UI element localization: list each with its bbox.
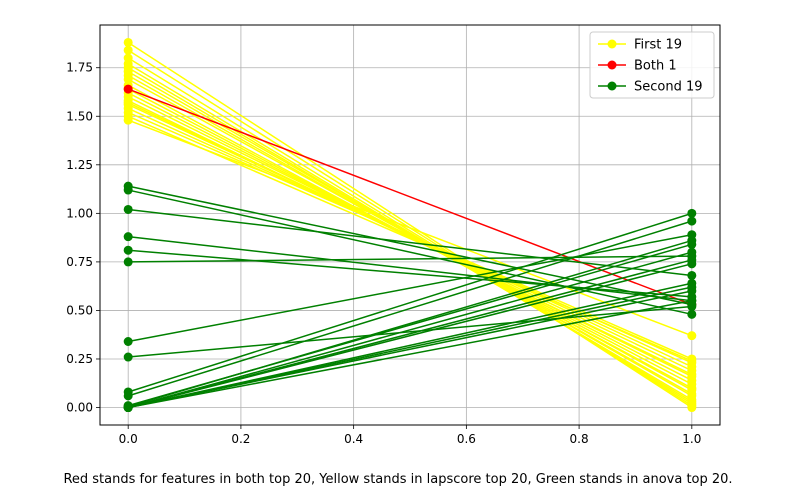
data-point xyxy=(687,356,697,366)
series-line xyxy=(128,185,692,306)
data-point xyxy=(687,309,697,319)
y-tick-label: 1.00 xyxy=(66,206,93,220)
legend-label: Both 1 xyxy=(634,59,677,74)
data-point xyxy=(123,84,133,94)
data-point xyxy=(687,296,697,306)
series-line xyxy=(128,189,692,316)
plot-frame xyxy=(99,24,721,426)
y-tick-label: 1.75 xyxy=(66,61,93,75)
data-point xyxy=(123,257,133,267)
series-line xyxy=(128,235,692,302)
data-point xyxy=(123,352,133,362)
series-line xyxy=(127,239,693,408)
data-point xyxy=(687,286,697,296)
x-tick-label: 0.4 xyxy=(344,432,363,446)
data-point xyxy=(687,216,697,226)
y-tick-label: 0.75 xyxy=(66,255,93,269)
series-line xyxy=(127,111,693,360)
series-line xyxy=(128,290,692,409)
data-point xyxy=(123,245,133,255)
y-tick-label: 0.00 xyxy=(66,401,93,415)
data-series xyxy=(123,37,697,413)
data-point xyxy=(123,45,133,55)
series-line xyxy=(127,251,693,409)
legend-box xyxy=(589,31,715,99)
legend-marker xyxy=(607,81,617,91)
series-line xyxy=(128,208,692,277)
data-point xyxy=(687,331,697,341)
data-point xyxy=(687,236,697,246)
series-second-19 xyxy=(123,181,697,413)
series-line xyxy=(128,233,692,343)
series-line xyxy=(127,119,693,337)
legend-marker xyxy=(607,39,617,49)
legend-label: Second 19 xyxy=(634,80,703,95)
series-line xyxy=(128,255,692,263)
series-line xyxy=(127,100,693,376)
series-line xyxy=(127,88,693,306)
series-line xyxy=(127,63,693,403)
series-line xyxy=(128,305,692,358)
series-line xyxy=(127,263,693,409)
data-point xyxy=(123,391,133,401)
data-point xyxy=(123,37,133,47)
y-tick-label: 0.50 xyxy=(66,303,93,317)
line-chart: 0.0 0.2 0.4 0.6 0.8 1.0 0.00 0.25 0.50 0.75 1.00 1.… xyxy=(66,24,721,446)
legend: First 19 Both 1 Second 19 xyxy=(589,31,715,99)
legend-label: First 19 xyxy=(634,38,682,53)
data-point xyxy=(123,232,133,242)
series-line xyxy=(127,220,693,397)
axes: 0.0 0.2 0.4 0.6 0.8 1.0 0.00 0.25 0.50 0.75 1.00 1.… xyxy=(66,24,721,446)
series-line xyxy=(127,101,693,372)
y-tick-label: 1.50 xyxy=(66,109,93,123)
data-point xyxy=(687,208,697,218)
data-point xyxy=(123,337,133,347)
legend-marker xyxy=(607,60,617,70)
series-line xyxy=(128,299,692,409)
series-line xyxy=(127,115,693,362)
x-tick-label: 0.8 xyxy=(570,432,589,446)
y-tick-label: 0.25 xyxy=(66,352,93,366)
y-tick-label: 1.25 xyxy=(66,158,93,172)
data-point xyxy=(123,115,133,125)
x-tick-label: 1.0 xyxy=(682,432,701,446)
chart-caption: Red stands for features in both top 20, … xyxy=(63,472,733,487)
x-tick-label: 0.2 xyxy=(231,432,250,446)
data-point xyxy=(687,259,697,269)
x-tick-label: 0.6 xyxy=(457,432,476,446)
data-point xyxy=(123,204,133,214)
data-point xyxy=(123,403,133,413)
data-point xyxy=(123,185,133,195)
x-tick-label: 0.0 xyxy=(119,432,138,446)
data-point xyxy=(687,270,697,280)
data-point xyxy=(687,247,697,257)
series-line xyxy=(127,212,693,393)
series-line xyxy=(128,249,692,298)
